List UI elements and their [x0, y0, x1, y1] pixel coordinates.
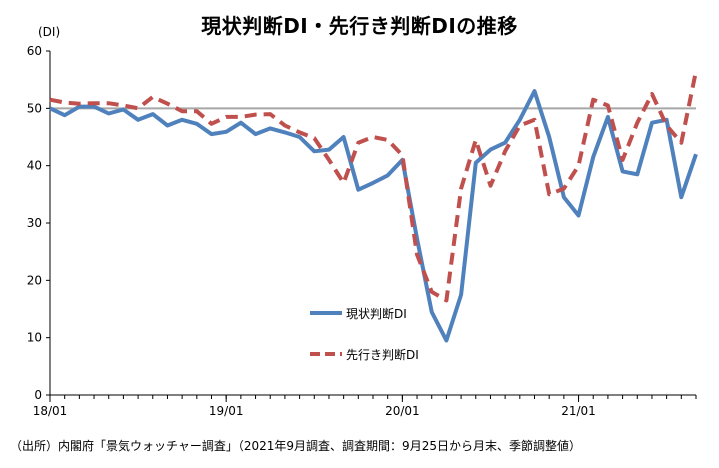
y-tick-label: 60 — [27, 44, 42, 58]
y-tick-label: 40 — [27, 159, 42, 173]
series-line-current — [49, 89, 698, 343]
y-tick-label: 0 — [34, 388, 42, 402]
y-tick-label: 30 — [27, 216, 42, 230]
axes: 0 10 20 30 40 50 60 18/01 19/01 20/01 21/01 — [27, 44, 697, 418]
x-tick-label: 21/01 — [561, 404, 596, 418]
x-tick-label: 18/01 — [33, 404, 68, 418]
series-layer — [49, 70, 698, 343]
series-line-outlook — [49, 70, 698, 303]
y-tick-label: 20 — [27, 273, 42, 287]
legend-label-current: 現状判断DI — [346, 306, 407, 321]
legend-label-outlook: 先行き判断DI — [346, 347, 419, 362]
x-tick-label: 19/01 — [209, 404, 244, 418]
legend: 現状判断DI 先行き判断DI — [310, 306, 419, 362]
chart-title: 現状判断DI・先行き判断DIの推移 — [201, 14, 518, 38]
y-tick-label: 50 — [27, 101, 42, 115]
y-tick-label: 10 — [27, 331, 42, 345]
y-axis-unit-label: (DI) — [38, 25, 60, 39]
x-tick-label: 20/01 — [385, 404, 420, 418]
source-note: （出所）内閣府「景気ウォッチャー調査」（2021年9月調査、調査期間：9月25日… — [10, 439, 581, 453]
